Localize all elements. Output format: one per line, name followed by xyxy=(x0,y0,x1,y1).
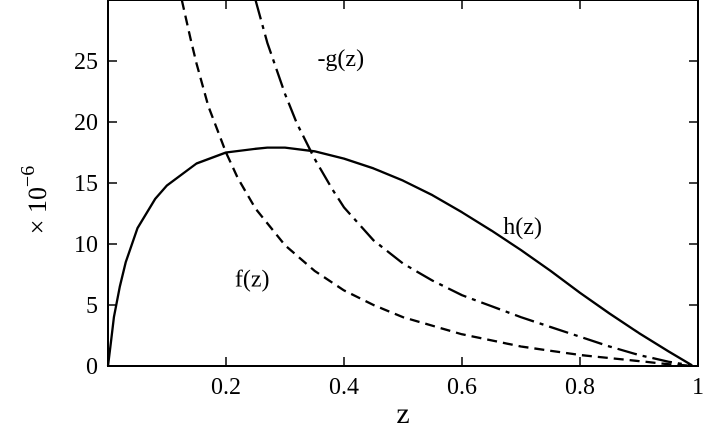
x-tick-label: 0.6 xyxy=(447,374,477,400)
x-axis-label: z xyxy=(396,397,409,427)
y-tick-label: 20 xyxy=(74,110,98,136)
y-tick-label: 0 xyxy=(86,354,98,380)
x-tick-label: 1 xyxy=(692,374,704,400)
x-tick-label: 0.4 xyxy=(329,374,359,400)
x-tick-label: 0.2 xyxy=(211,374,241,400)
series-line-0 xyxy=(106,146,693,367)
curve-label: -g(z) xyxy=(317,46,364,72)
y-tick-label: 25 xyxy=(74,49,98,75)
curve-label: h(z) xyxy=(503,214,542,240)
curve-annotations: h(z) f(z) -g(z) xyxy=(235,46,542,293)
axis-ticks xyxy=(108,0,699,367)
plot-frame xyxy=(107,0,699,367)
y-tick-label: 10 xyxy=(74,232,98,258)
series-line-1 xyxy=(180,0,693,367)
y-tick-label: 5 xyxy=(86,293,98,319)
y-axis-label-base: × 10 xyxy=(23,187,52,234)
series-line-2 xyxy=(254,0,693,367)
x-tick-label: 0.8 xyxy=(565,374,595,400)
curves xyxy=(106,0,693,367)
y-tick-label: 15 xyxy=(74,171,98,197)
curve-label: f(z) xyxy=(235,267,270,293)
y-axis-label: × 10−6 xyxy=(17,166,52,234)
y-axis-label-exponent: −6 xyxy=(17,166,39,187)
